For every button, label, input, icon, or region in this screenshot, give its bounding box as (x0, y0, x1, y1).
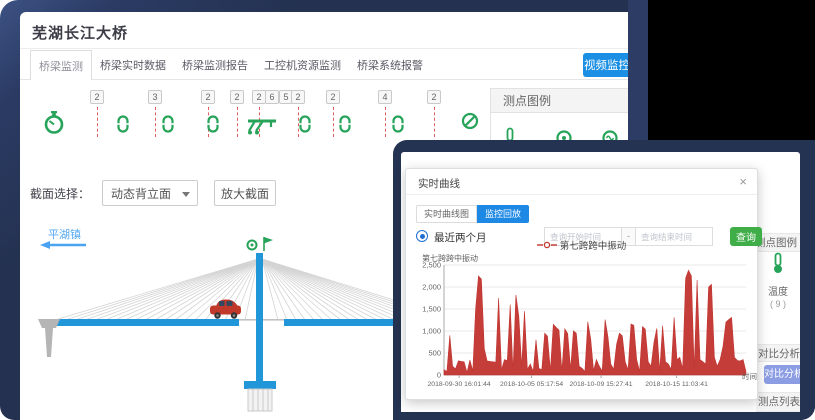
sensor-drop-line (97, 107, 98, 137)
chain-link-icon (392, 115, 404, 133)
sensor-drop-line (434, 107, 435, 137)
tab-bridge-monitor[interactable]: 桥梁监测 (30, 50, 92, 80)
divider (20, 79, 782, 80)
legend-series-name: 第七跨跨中振动 (559, 241, 627, 252)
dialog-tab-0[interactable]: 实时曲线图 (416, 205, 478, 223)
bridge-machine-icon (248, 119, 276, 135)
svg-text:1,500: 1,500 (422, 305, 441, 314)
bridge-deck-right (284, 319, 396, 326)
direction-label: 平湖镇 (48, 229, 81, 241)
pile-group (247, 388, 273, 412)
tower-camera-icon (246, 239, 258, 251)
car (210, 299, 241, 319)
svg-text:2018-09-30 16:01:44: 2018-09-30 16:01:44 (428, 381, 491, 388)
right-side-panel: 测点图例 温度 ( 9 ) 对比分析 对比分析 测点列表 (756, 152, 800, 412)
sensor-drop-line (237, 107, 238, 137)
page-title: 芜湖长江大桥 (32, 25, 129, 42)
panel-header-point-list: 测点列表 (756, 392, 800, 412)
svg-text:2018-10-09 15:27:41: 2018-10-09 15:27:41 (569, 381, 632, 388)
svg-text:时间: 时间 (742, 371, 757, 381)
left-pier (38, 319, 60, 357)
date-range-separator: - (622, 227, 635, 246)
close-icon[interactable]: × (739, 174, 747, 189)
pier-cap (244, 381, 276, 389)
svg-text:第七跨跨中振动: 第七跨跨中振动 (422, 253, 478, 263)
left-arrow-icon (40, 241, 86, 249)
svg-text:2,000: 2,000 (422, 283, 441, 292)
floating-window-content: 测点图例 温度 ( 9 ) 对比分析 对比分析 测点列表 实时曲线 × (401, 152, 800, 412)
bridge-diagram (38, 237, 396, 412)
bridge-deck-left (55, 319, 239, 326)
section-select-label: 截面选择： (30, 186, 91, 201)
dialog-tab-1[interactable]: 监控回放 (477, 205, 530, 223)
sensor-count-badge[interactable]: 3 (148, 90, 162, 104)
recent-two-months-radio[interactable] (416, 230, 428, 242)
thermometer-icon (774, 252, 782, 273)
sensor-count-badge[interactable]: 6 (265, 90, 279, 104)
query-button[interactable]: 查询 (730, 227, 762, 246)
end-time-input[interactable] (635, 227, 713, 246)
sensor-count-badge[interactable]: 2 (201, 90, 215, 104)
temperature-label: 温度 (768, 287, 788, 298)
tab-bar: 桥梁实时数据 桥梁监测报告 工控机资源监测 桥梁系统报警 (100, 50, 423, 80)
tower-flag-icon (263, 237, 273, 251)
bridge-tower (256, 253, 263, 381)
stopwatch-icon (44, 111, 64, 134)
dialog-tab-bar: 实时曲线图 监控回放 (416, 205, 530, 223)
svg-text:500: 500 (428, 349, 441, 358)
chain-link-icon (117, 115, 129, 133)
dialog-title: 实时曲线 (418, 178, 460, 190)
sensor-count-badge[interactable]: 2 (427, 90, 441, 104)
svg-text:0: 0 (437, 371, 441, 380)
sensor-drop-line (333, 107, 334, 137)
sensor-drop-line (298, 107, 299, 137)
chain-link-icon (299, 115, 311, 133)
floating-window: 测点图例 温度 ( 9 ) 对比分析 对比分析 测点列表 实时曲线 × (393, 140, 815, 420)
svg-text:2018-10-15 11:03:41: 2018-10-15 11:03:41 (645, 381, 708, 388)
sensor-count-badge[interactable]: 4 (378, 90, 392, 104)
prohibit-icon (461, 112, 479, 130)
date-range-group: - (544, 227, 713, 246)
panel-header-compare: 对比分析 (756, 344, 800, 362)
sensor-count-badge[interactable]: 2 (252, 90, 266, 104)
divider (20, 48, 782, 49)
temperature-count: ( 9 ) (769, 299, 786, 309)
chevron-down-icon (182, 192, 191, 197)
section-dropdown-value: 动态背立面 (111, 186, 172, 201)
query-controls: 最近两个月 - 查询 (416, 227, 762, 246)
sensor-count-badge[interactable]: 2 (291, 90, 305, 104)
panel-header-legend: 测点图例 (756, 233, 800, 252)
chain-link-icon (207, 115, 219, 133)
temperature-block[interactable]: 温度 ( 9 ) (756, 252, 800, 309)
enlarge-section-button[interactable]: 放大截面 (214, 180, 277, 206)
video-monitor-button[interactable]: 视频监控 (583, 53, 631, 77)
chart-legend[interactable]: 第七跨跨中振动 (406, 238, 757, 252)
section-dropdown[interactable]: 动态背立面 (102, 180, 199, 206)
sensor-drop-line (385, 107, 386, 137)
vibration-chart: 第七跨跨中振动 0 500 1,000 1,500 2,000 2,500 2018-09-3… (406, 251, 759, 406)
svg-text:2,500: 2,500 (422, 261, 441, 270)
compare-analysis-button[interactable]: 对比分析 (764, 365, 800, 384)
legend-line-marker-icon (536, 241, 557, 249)
section-controls: 截面选择： 动态背立面 放大截面 (30, 180, 277, 206)
black-overlay-window (628, 0, 815, 147)
start-time-input[interactable] (544, 227, 622, 246)
tab-2[interactable]: 桥梁监测报告 (182, 60, 248, 72)
tab-4[interactable]: 桥梁系统报警 (357, 60, 423, 72)
sensor-count-badge[interactable]: 2 (230, 90, 244, 104)
sensor-drop-line (155, 107, 156, 137)
dialog-header: 实时曲线 × (406, 169, 757, 195)
tab-3[interactable]: 工控机资源监测 (264, 60, 341, 72)
tab-1[interactable]: 桥梁实时数据 (100, 60, 166, 72)
svg-text:2018-10-05 05:17:54: 2018-10-05 05:17:54 (500, 381, 563, 388)
sensor-count-badge[interactable]: 2 (326, 90, 340, 104)
recent-two-months-label: 最近两个月 (434, 232, 487, 244)
chain-link-icon (339, 115, 351, 133)
sensor-count-badge[interactable]: 2 (90, 90, 104, 104)
chain-link-icon (162, 115, 174, 133)
svg-text:1,000: 1,000 (422, 327, 441, 336)
